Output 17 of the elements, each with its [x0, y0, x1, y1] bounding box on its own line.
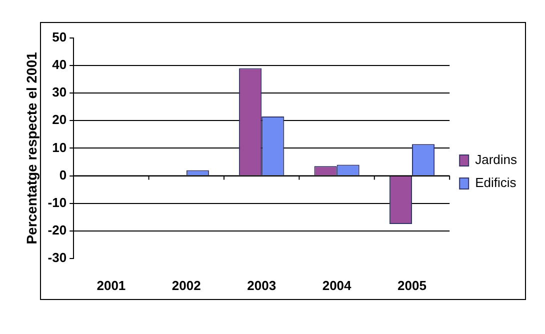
y-tick-label: 50 — [52, 30, 67, 45]
x-tick-label: 2001 — [96, 278, 126, 293]
x-tick-label: 2003 — [247, 278, 276, 293]
x-tick-label: 2002 — [172, 278, 201, 293]
y-tick-label: 0 — [59, 167, 67, 182]
y-axis-title: Percentatge respecte el 2001 — [23, 52, 40, 244]
y-tick-label: -20 — [48, 222, 67, 238]
x-tick-label: 2004 — [322, 278, 352, 293]
legend-label: Jardins — [475, 152, 518, 168]
legend-label: Edificis — [475, 175, 517, 190]
y-tick-label: 40 — [52, 57, 67, 72]
y-tick-label: 20 — [52, 112, 67, 128]
y-tick-label: 10 — [52, 140, 67, 155]
y-tick-label: 30 — [52, 84, 67, 100]
y-tick-label: -30 — [48, 250, 67, 265]
y-tick-label: -10 — [48, 194, 67, 210]
x-tick-label: 2005 — [398, 278, 426, 293]
